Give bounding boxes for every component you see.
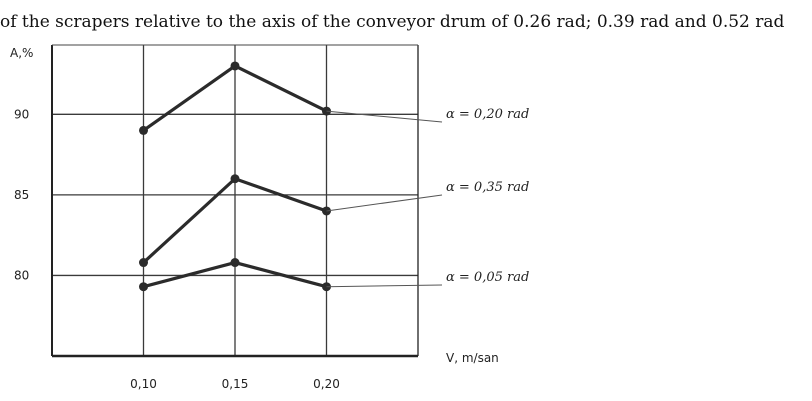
legend-leader-2 [326, 284, 443, 288]
y-tick-label-2: 80 [14, 268, 29, 282]
legend-leader-0 [326, 110, 443, 123]
data-point-2-0 [139, 282, 148, 292]
x-tick-label-1: 0,15 [222, 377, 249, 391]
y-axis-label: A,% [10, 46, 33, 60]
data-point-2-1 [230, 258, 240, 268]
chart-axes [51, 44, 419, 358]
data-point-1-1 [230, 174, 240, 184]
chart-series [139, 61, 443, 292]
x-axis-label: V, m/san [446, 351, 499, 365]
chart-grid [52, 45, 418, 356]
figure-caption: of the scrapers relative to the axis of … [0, 12, 785, 32]
y-tick-label-0: 90 [14, 107, 29, 121]
chart-labels: α = 0,20 rad α = 0,35 rad α = 0,05 rad 90 85… [10, 46, 529, 391]
data-point-0-0 [139, 125, 148, 135]
legend-entry-0: α = 0,20 rad [446, 107, 529, 122]
data-point-1-0 [139, 258, 148, 268]
x-tick-label-2: 0,20 [313, 377, 340, 391]
legend-entry-1: α = 0,35 rad [446, 180, 529, 195]
y-tick-label-1: 85 [14, 188, 29, 202]
data-point-0-1 [230, 61, 240, 71]
legend-entry-2: α = 0,05 rad [446, 270, 529, 285]
legend-leader-1 [326, 194, 443, 212]
x-tick-label-0: 0,10 [130, 377, 157, 391]
